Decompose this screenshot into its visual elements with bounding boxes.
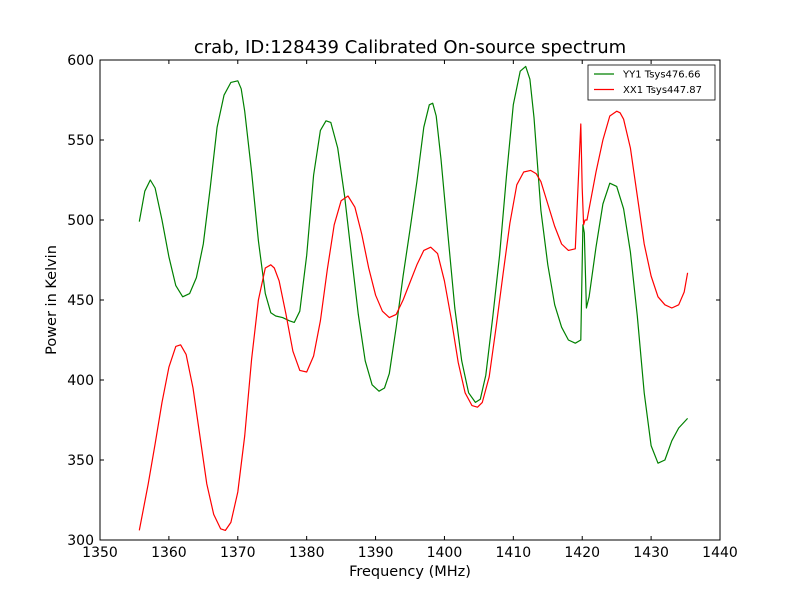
legend-box — [587, 64, 716, 101]
chart-title: crab, ID:128439 Calibrated On-source spe… — [194, 37, 626, 58]
legend: YY1 Tsys476.66 XX1 Tsys447.87 — [587, 64, 716, 101]
x-tick-label: 1350 — [82, 545, 118, 561]
x-tick-label: 1420 — [564, 545, 600, 561]
x-tick-label: 1400 — [427, 545, 463, 561]
series-line-0 — [138, 65, 689, 464]
x-tick-label: 1380 — [289, 545, 325, 561]
legend-label-1: XX1 Tsys447.87 — [623, 85, 702, 96]
y-axis-label: Power in Kelvin — [44, 245, 60, 355]
x-tick-label: 1440 — [702, 545, 738, 561]
x-axis-label: Frequency (MHz) — [349, 564, 471, 580]
y-tick-label: 550 — [67, 133, 94, 149]
x-tick-label: 1390 — [358, 545, 394, 561]
y-tick-label: 350 — [67, 453, 94, 469]
x-tick-label: 1430 — [633, 545, 669, 561]
y-tick-label: 500 — [67, 213, 94, 229]
legend-label-0: YY1 Tsys476.66 — [622, 70, 701, 81]
y-tick-label: 450 — [67, 293, 94, 309]
x-tick-label: 1370 — [220, 545, 256, 561]
y-tick-label: 400 — [67, 373, 94, 389]
series-line-1 — [138, 110, 689, 532]
axes: 1350 1360 1370 1380 1390 1400 1410 1420 1430 1440… — [67, 53, 738, 561]
y-tick-label: 300 — [67, 533, 94, 549]
plot-area — [138, 65, 689, 532]
x-tick-label: 1360 — [151, 545, 187, 561]
y-tick-label: 600 — [67, 53, 94, 69]
x-tick-label: 1410 — [496, 545, 532, 561]
